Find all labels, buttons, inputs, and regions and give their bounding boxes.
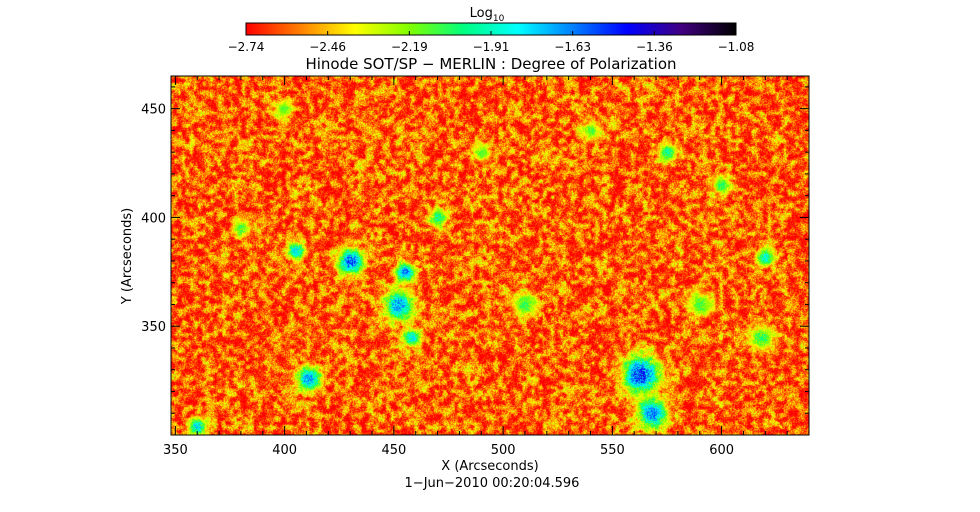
colorbar-tick-label: −1.08 [718,40,755,54]
x-tick-label: 450 [381,443,406,458]
y-axis: 350 400 450 [141,86,809,414]
x-axis-label: X (Arcseconds) [441,459,538,474]
colorbar-tick-label: −1.91 [473,40,510,54]
x-tick-label: 550 [600,443,625,458]
colorbar-title: Log10 [470,6,505,24]
colorbar-tick-label: −1.63 [554,40,591,54]
colorbar-ticks: −2.74 −2.46 −2.19 −1.91 −1.63 −1.36 −1.08 [228,31,755,54]
colorbar-tick-label: −2.74 [228,40,265,54]
x-tick-label: 400 [272,443,297,458]
timestamp: 1−Jun−2010 00:20:04.596 [405,476,580,491]
colorbar-tick-label: −1.36 [636,40,673,54]
heatmap-image [171,76,809,435]
x-tick-label: 600 [709,443,734,458]
y-tick-label: 450 [141,103,166,118]
colorbar-tick-label: −2.46 [309,40,346,54]
chart-title: Hinode SOT/SP − MERLIN : Degree of Polar… [305,55,676,73]
colorbar: Log10 −2.74 −2.46 −2.19 −1.91 −1.63 −1.36 −1.0… [228,6,755,54]
plot-area: 350 400 450 500 550 600 350 400 450 [141,75,810,458]
colorbar-tick-label: −2.19 [391,40,428,54]
x-tick-label: 350 [163,443,188,458]
x-axis: 350 400 450 500 550 600 [163,76,810,458]
x-tick-label: 500 [491,443,516,458]
y-axis-label: Y (Arcseconds) [120,208,135,305]
y-tick-label: 400 [141,211,166,226]
plot-frame [170,75,810,436]
y-tick-label: 350 [141,320,166,335]
